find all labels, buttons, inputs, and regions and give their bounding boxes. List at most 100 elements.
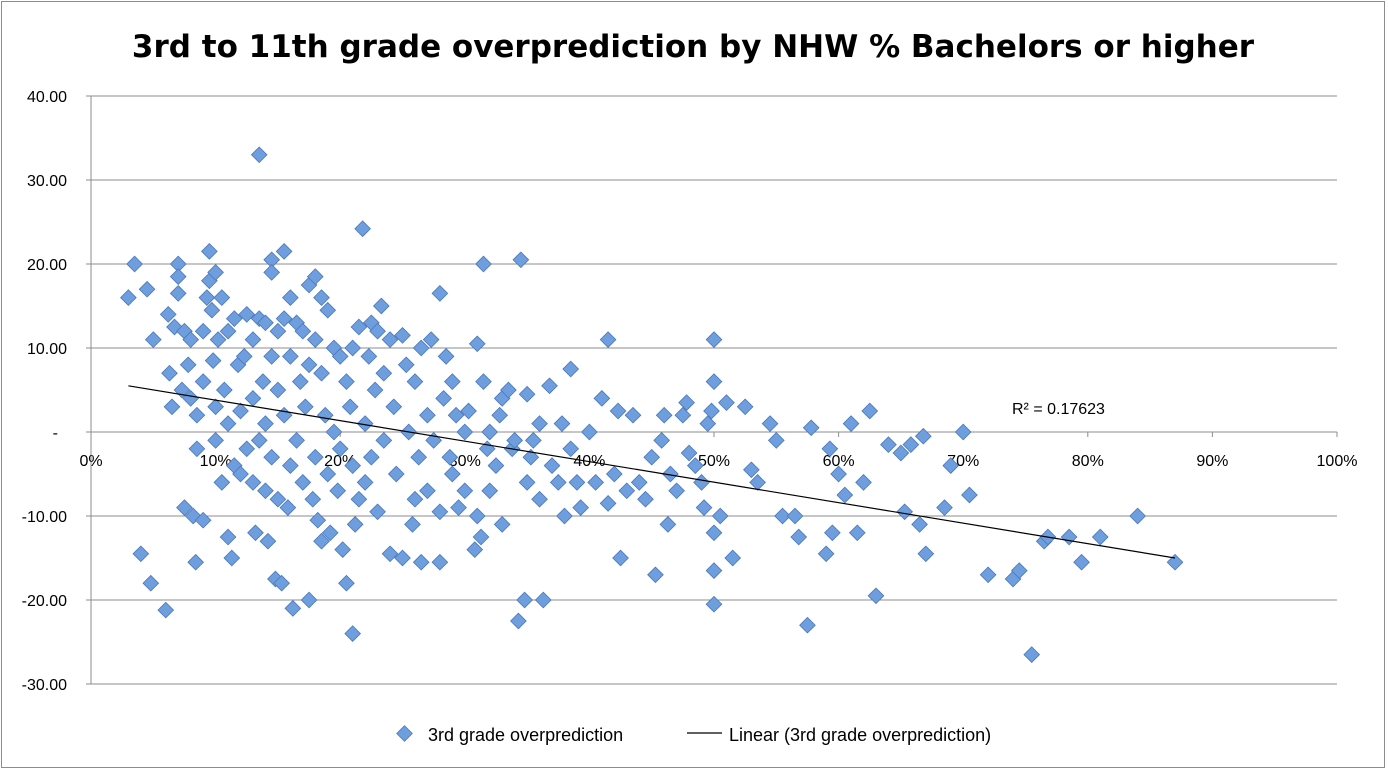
data-point	[855, 474, 872, 491]
trendline	[128, 385, 1176, 559]
data-point	[842, 415, 860, 432]
data-point	[836, 486, 854, 504]
data-point	[510, 612, 527, 630]
data-point	[647, 566, 664, 584]
data-point	[144, 331, 162, 348]
data-point	[653, 432, 671, 449]
data-point	[363, 448, 380, 466]
data-point	[338, 373, 355, 390]
data-point	[321, 524, 339, 542]
data-point	[705, 562, 723, 579]
data-point	[198, 289, 216, 306]
data-point	[354, 220, 371, 238]
data-point	[419, 482, 436, 500]
data-point	[674, 406, 692, 424]
data-point	[659, 516, 677, 533]
data-point	[279, 499, 297, 516]
data-point	[257, 482, 274, 500]
y-tick-label: -10.00	[22, 509, 67, 526]
data-point	[572, 499, 590, 516]
data-point	[169, 268, 187, 285]
data-point	[369, 322, 386, 340]
data-point	[369, 503, 386, 521]
y-tick-label: 40.00	[27, 89, 67, 106]
y-tick-label: 20.00	[27, 257, 67, 274]
y-tick-label: 30.00	[27, 173, 67, 190]
data-point	[331, 348, 349, 365]
data-point	[790, 528, 808, 546]
data-point	[518, 474, 536, 491]
data-point	[163, 398, 181, 416]
data-point	[397, 356, 415, 374]
data-point	[257, 415, 274, 432]
data-point	[942, 457, 960, 474]
data-point	[443, 373, 461, 390]
data-point	[767, 432, 785, 449]
data-point	[313, 532, 330, 550]
data-point	[232, 402, 249, 420]
data-point	[188, 406, 206, 424]
y-tick-label: -30.00	[22, 677, 67, 694]
data-point	[902, 436, 920, 453]
data-point	[331, 440, 349, 458]
data-point	[291, 373, 309, 390]
data-point	[817, 545, 835, 563]
data-point	[599, 495, 617, 512]
data-point	[553, 415, 571, 432]
data-point	[718, 394, 735, 411]
data-point	[269, 490, 287, 508]
data-point	[275, 243, 293, 260]
data-point	[254, 373, 272, 390]
x-tick-label: 60%	[823, 453, 855, 470]
data-point	[412, 553, 430, 571]
data-point	[821, 440, 839, 458]
data-point	[450, 499, 467, 516]
data-point	[294, 474, 312, 491]
data-point	[406, 373, 424, 390]
data-point	[487, 457, 505, 474]
data-point	[466, 541, 484, 558]
data-point	[524, 432, 542, 449]
data-point	[250, 146, 268, 164]
data-point	[412, 339, 430, 357]
data-point	[802, 419, 820, 437]
data-point	[431, 285, 449, 302]
data-point	[188, 440, 206, 458]
data-point	[338, 574, 355, 592]
data-point	[662, 465, 679, 483]
data-point	[543, 457, 561, 474]
data-point	[334, 541, 352, 558]
data-point	[680, 444, 698, 462]
data-point	[282, 348, 299, 365]
data-point	[219, 415, 237, 432]
data-point	[736, 398, 754, 416]
data-point	[705, 373, 723, 390]
y-tick-label: 10.00	[27, 341, 67, 358]
data-point	[213, 474, 231, 491]
data-point	[247, 524, 264, 542]
data-point	[344, 625, 362, 642]
data-point	[549, 474, 567, 491]
data-point	[273, 574, 290, 592]
data-point	[443, 465, 461, 483]
x-tick-label: 90%	[1196, 453, 1228, 470]
data-point	[848, 524, 866, 542]
data-point	[263, 348, 281, 365]
data-point	[468, 335, 486, 353]
data-point	[356, 415, 374, 432]
data-point	[238, 306, 256, 323]
data-point	[306, 331, 324, 348]
data-point	[686, 457, 704, 474]
x-tick-label: 80%	[1072, 453, 1104, 470]
data-point	[618, 482, 636, 500]
data-point	[319, 465, 337, 483]
data-point	[238, 440, 256, 458]
data-point	[313, 364, 330, 382]
data-point	[259, 532, 277, 550]
data-point	[867, 587, 885, 605]
data-point	[381, 545, 399, 563]
data-point	[288, 432, 305, 449]
data-point	[695, 499, 713, 516]
data-point	[678, 394, 695, 411]
data-point	[176, 499, 193, 516]
